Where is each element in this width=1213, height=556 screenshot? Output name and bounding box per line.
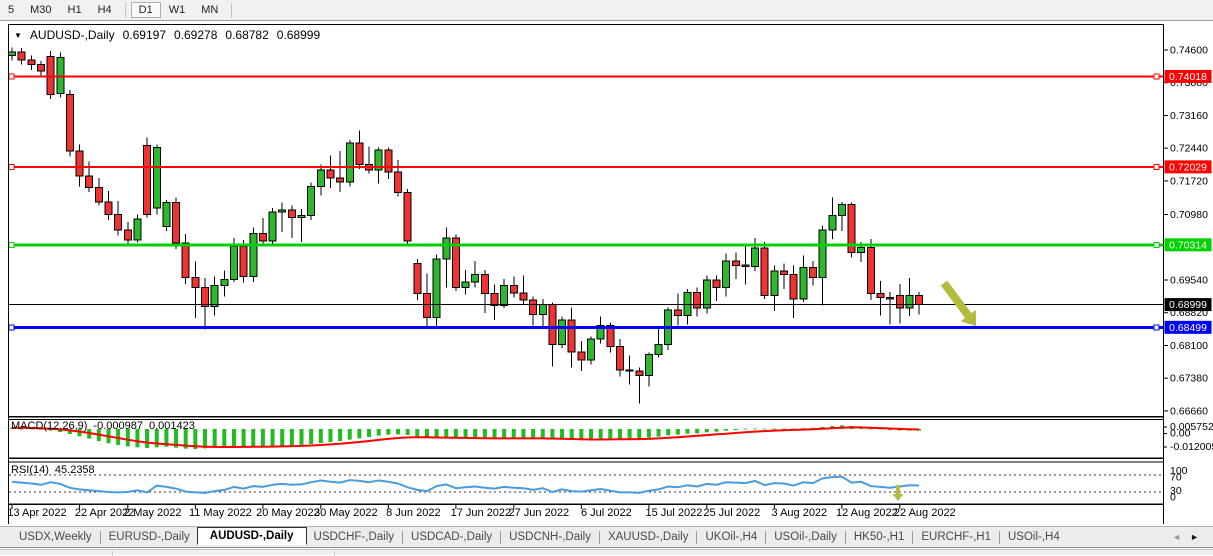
tab-divider <box>696 530 698 544</box>
tab-divider <box>999 530 1000 544</box>
tab-eurchf-h1[interactable]: EURCHF-,H1 <box>921 531 991 543</box>
horizontal-level-lines[interactable] <box>8 73 1163 331</box>
tab-audusd-daily[interactable]: AUDUSD-,Daily <box>196 527 307 545</box>
svg-text:0.00: 0.00 <box>1170 428 1191 440</box>
svg-text:0: 0 <box>1170 492 1176 504</box>
svg-text:11 May 2022: 11 May 2022 <box>189 507 252 519</box>
svg-text:30: 30 <box>1170 485 1182 497</box>
svg-text:0.71720: 0.71720 <box>1170 175 1208 187</box>
svg-text:30 May 2022: 30 May 2022 <box>314 507 378 519</box>
tab-scroll-controls: ◄ ► <box>1172 532 1199 542</box>
tab-scroll-right-icon[interactable]: ► <box>1190 532 1199 542</box>
tab-usdcad-daily[interactable]: USDCAD-,Daily <box>411 531 493 543</box>
svg-text:0.72440: 0.72440 <box>1170 143 1208 155</box>
tab-divider <box>500 530 502 544</box>
chart-open-value: 0.69197 <box>122 28 166 42</box>
svg-text:0.68999: 0.68999 <box>1169 299 1207 311</box>
svg-text:0.005752: 0.005752 <box>1170 421 1213 433</box>
svg-text:0.72029: 0.72029 <box>1169 161 1207 173</box>
timeframe-button-h1[interactable]: H1 <box>67 4 82 16</box>
svg-text:22 Apr 2022: 22 Apr 2022 <box>75 507 134 519</box>
timeframe-button-m15[interactable]: 5 <box>8 4 15 16</box>
tab-usdcnh-daily[interactable]: USDCNH-,Daily <box>509 531 591 543</box>
rsi-label: RSI(14) 45.2358 <box>11 464 95 476</box>
svg-text:70: 70 <box>1170 472 1182 484</box>
status-bar-divider <box>334 551 335 556</box>
tab-eurusd-daily[interactable]: EURUSD-,Daily <box>108 531 190 543</box>
rsi-indicator <box>9 474 1163 494</box>
price-axis[interactable]: 0.746000.738800.731600.724400.717200.709… <box>1163 25 1213 524</box>
chart-title: ▼ AUDUSD-,Daily 0.69197 0.69278 0.68782 … <box>14 28 320 42</box>
tab-xauusd-daily[interactable]: XAUUSD-,Daily <box>607 531 689 543</box>
pane-borders <box>7 23 1165 524</box>
tab-divider <box>99 530 101 544</box>
tab-scroll-left-icon[interactable]: ◄ <box>1172 532 1182 542</box>
svg-text:17 Jun 2022: 17 Jun 2022 <box>451 507 512 519</box>
tab-divider <box>844 530 846 544</box>
tab-divider <box>598 530 600 544</box>
macd-indicator <box>10 425 922 449</box>
svg-text:13 Apr 2022: 13 Apr 2022 <box>7 507 66 519</box>
svg-text:20 May 2022: 20 May 2022 <box>256 507 320 519</box>
tab-divider <box>402 530 404 544</box>
svg-text:0.73160: 0.73160 <box>1170 110 1208 122</box>
timeframe-button-w1[interactable]: W1 <box>168 4 186 16</box>
chart-close-value: 0.68999 <box>276 28 321 42</box>
svg-text:0.68100: 0.68100 <box>1170 340 1208 352</box>
tab-divider <box>912 530 914 544</box>
svg-text:0.70314: 0.70314 <box>1169 239 1207 251</box>
chart-symbol-label: AUDUSD-,Daily <box>29 28 115 42</box>
svg-text:8 Jun 2022: 8 Jun 2022 <box>386 507 440 519</box>
svg-text:0.70980: 0.70980 <box>1170 209 1208 221</box>
tab-usoil-daily[interactable]: USOil-,Daily <box>774 531 837 543</box>
macd-name: MACD(12,26,9) <box>11 420 88 432</box>
macd-signal-value: 0.001423 <box>148 420 195 432</box>
timeframe-button-d1[interactable]: D1 <box>130 2 161 18</box>
svg-text:0.68499: 0.68499 <box>1169 322 1207 334</box>
svg-text:25 Jul 2022: 25 Jul 2022 <box>703 507 760 519</box>
timeframe-button-mn[interactable]: MN <box>201 4 219 16</box>
timeframe-button-h4[interactable]: H4 <box>97 4 112 16</box>
toolbar-divider <box>124 2 126 18</box>
macd-value: -0.000987 <box>93 420 143 432</box>
svg-text:0.74018: 0.74018 <box>1169 71 1207 83</box>
svg-text:0.74600: 0.74600 <box>1170 45 1208 57</box>
svg-text:22 Aug 2022: 22 Aug 2022 <box>894 507 956 519</box>
chart-high-value: 0.69278 <box>174 28 218 42</box>
status-bar <box>0 549 1213 556</box>
timeframe-button-m30[interactable]: M30 <box>30 4 52 16</box>
svg-text:-0.012005: -0.012005 <box>1170 441 1213 453</box>
svg-text:6 Jul 2022: 6 Jul 2022 <box>581 507 632 519</box>
chevron-down-icon[interactable]: ▼ <box>14 30 22 40</box>
svg-text:0.67380: 0.67380 <box>1170 373 1208 385</box>
svg-text:0.66660: 0.66660 <box>1170 405 1208 417</box>
macd-label: MACD(12,26,9) -0.000987 0.001423 <box>11 420 195 432</box>
svg-text:2 May 2022: 2 May 2022 <box>124 507 181 519</box>
toolbar-divider <box>231 2 233 18</box>
tab-divider <box>765 530 767 544</box>
rsi-value: 45.2358 <box>54 464 95 476</box>
rsi-name: RSI(14) <box>11 464 49 476</box>
svg-text:12 Aug 2022: 12 Aug 2022 <box>836 507 898 519</box>
svg-text:3 Aug 2022: 3 Aug 2022 <box>772 507 828 519</box>
timeframe-toolbar: 5 M30 H1 H4 D1 W1 MN <box>0 0 1213 21</box>
tab-usoil-h4[interactable]: USOil-,H4 <box>1008 531 1060 543</box>
tab-hk50-h1[interactable]: HK50-,H1 <box>853 531 905 543</box>
arrow-annotations <box>892 280 976 501</box>
svg-text:27 Jun 2022: 27 Jun 2022 <box>509 507 570 519</box>
tab-usdchf-daily[interactable]: USDCHF-,Daily <box>313 531 395 543</box>
tab-usdx-weekly[interactable]: USDX,Weekly <box>19 531 92 543</box>
candlesticks <box>8 47 924 404</box>
svg-text:15 Jul 2022: 15 Jul 2022 <box>645 507 702 519</box>
svg-text:0.69540: 0.69540 <box>1170 275 1208 287</box>
svg-text:100: 100 <box>1170 465 1188 477</box>
tab-ukoil-h4[interactable]: UKOil-,H4 <box>705 531 758 543</box>
status-bar-divider <box>112 551 113 556</box>
chart-low-value: 0.68782 <box>225 28 269 42</box>
symbol-tab-bar: USDX,Weekly EURUSD-,Daily AUDUSD-,Daily … <box>0 526 1213 548</box>
